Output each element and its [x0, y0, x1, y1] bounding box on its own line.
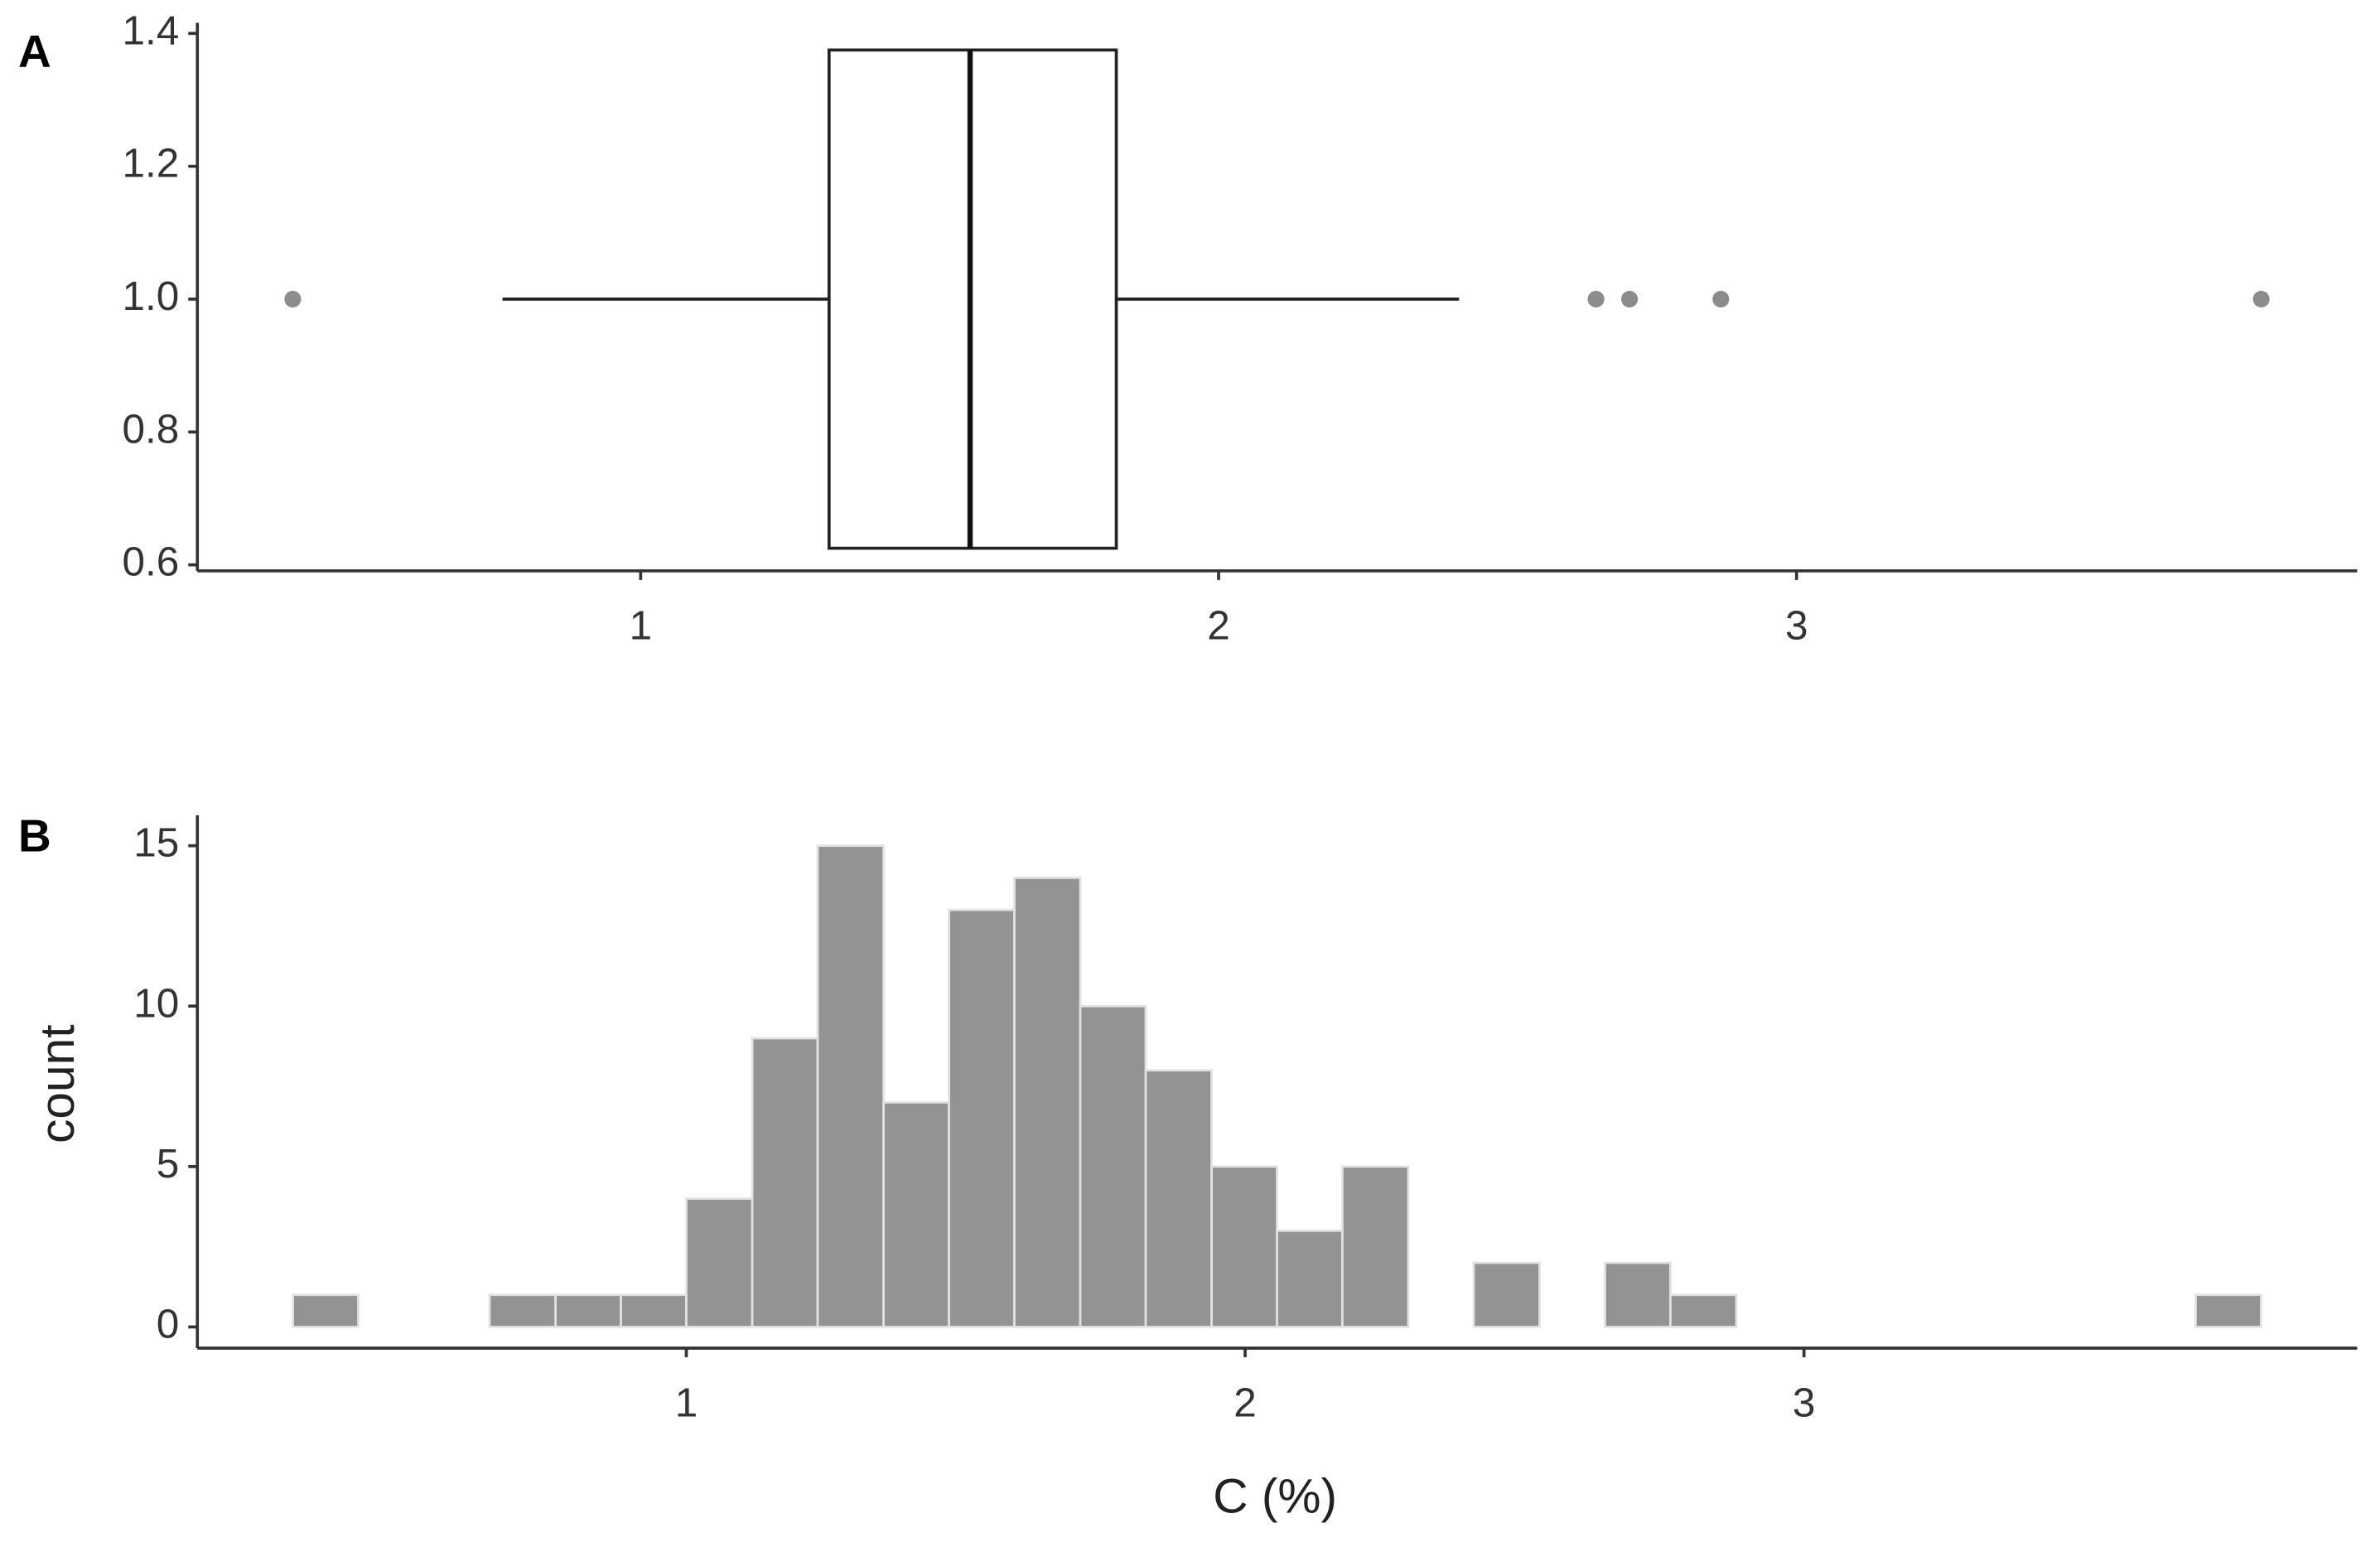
panel-tag: A	[18, 25, 51, 76]
outlier	[2252, 290, 2270, 308]
y-tick-label: 1.2	[123, 141, 180, 186]
histogram-bar	[554, 1293, 622, 1328]
x-tick-label: 2	[1233, 1380, 1257, 1426]
y-tick-label: 15	[133, 820, 179, 866]
histogram-bar	[816, 844, 885, 1328]
outlier	[1621, 290, 1639, 308]
histogram-bar	[292, 1293, 360, 1328]
histogram-bar	[1341, 1165, 1410, 1328]
histogram-bar	[1669, 1293, 1738, 1328]
histogram-bar	[1276, 1229, 1344, 1328]
histogram-bar	[1604, 1261, 1672, 1328]
histogram-bar	[488, 1293, 558, 1328]
y-tick-label: 0.8	[123, 406, 180, 452]
outlier	[284, 290, 302, 308]
x-tick-label: 2	[1207, 603, 1230, 649]
x-tick-label: 1	[630, 603, 653, 649]
y-axis-title: count	[31, 1024, 84, 1143]
x-tick-label: 1	[675, 1380, 698, 1426]
x-tick-label: 3	[1785, 603, 1808, 649]
histogram-bar	[948, 908, 1016, 1328]
x-tick-label: 3	[1793, 1380, 1816, 1426]
histogram-bar	[882, 1101, 950, 1328]
outlier	[1712, 290, 1730, 308]
histogram-bar	[1472, 1261, 1541, 1328]
histogram-bar	[2194, 1293, 2262, 1328]
x-axis-title: C (%)	[1213, 1470, 1337, 1524]
histogram-bar	[751, 1037, 819, 1328]
histogram-bar	[685, 1197, 754, 1328]
panel-tag: B	[18, 810, 51, 862]
y-tick-label: 0	[157, 1301, 180, 1346]
histogram-bar	[1210, 1165, 1278, 1328]
histogram-bar	[620, 1293, 688, 1328]
histogram-bar	[1144, 1069, 1213, 1328]
outlier	[1587, 290, 1605, 308]
y-tick-label: 1.4	[123, 7, 180, 53]
histogram-bar	[1079, 1004, 1147, 1328]
y-tick-label: 5	[157, 1141, 180, 1187]
y-tick-label: 0.6	[123, 539, 180, 585]
histogram-bar	[1013, 877, 1082, 1328]
y-tick-label: 1.0	[123, 273, 180, 319]
y-tick-label: 10	[133, 980, 179, 1026]
